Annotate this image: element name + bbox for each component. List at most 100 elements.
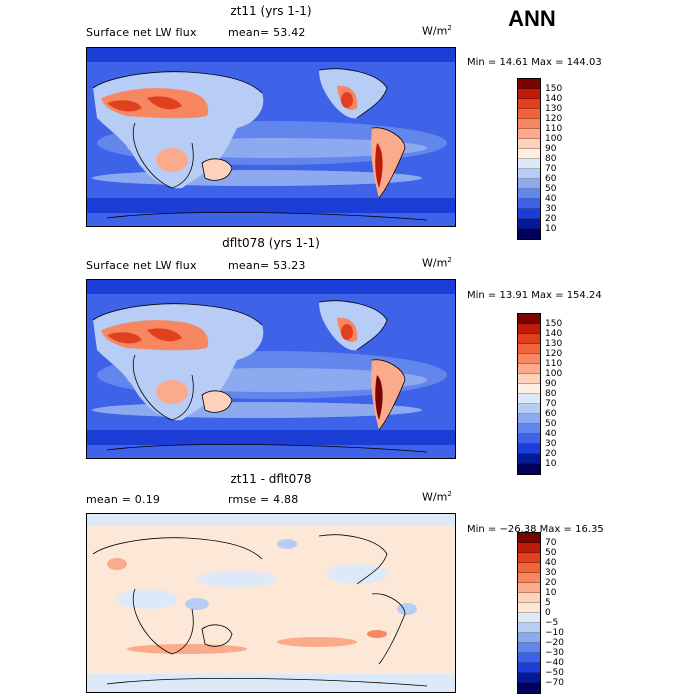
colorbar-level-label: 50 bbox=[545, 419, 557, 429]
colorbar-swatch bbox=[518, 643, 540, 653]
colorbar-level-label: 70 bbox=[545, 538, 557, 548]
colorbar-level-label: −5 bbox=[545, 618, 559, 628]
colorbar-swatch bbox=[518, 189, 540, 199]
panel1-mean: mean= 53.42 bbox=[228, 26, 306, 39]
colorbar-level-label: 40 bbox=[545, 194, 557, 204]
colorbar-swatch bbox=[518, 533, 540, 543]
colorbar-level-label: 140 bbox=[545, 94, 563, 104]
colorbar-level-label: 40 bbox=[545, 429, 557, 439]
colorbar-level-label: 20 bbox=[545, 449, 557, 459]
colorbar-level-label: 140 bbox=[545, 329, 563, 339]
colorbar-swatch bbox=[518, 563, 540, 573]
colorbar-level-label: 120 bbox=[545, 349, 563, 359]
colorbar-swatch bbox=[518, 219, 540, 229]
colorbar-swatch bbox=[518, 623, 540, 633]
colorbar-level-label: 150 bbox=[545, 84, 563, 94]
colorbar-level-label: 110 bbox=[545, 124, 563, 134]
colorbar-swatch bbox=[518, 663, 540, 673]
panel3-units: W/m2 bbox=[422, 490, 452, 504]
colorbar-swatch bbox=[518, 159, 540, 169]
colorbar-level-label: 150 bbox=[545, 319, 563, 329]
colorbar-swatch bbox=[518, 364, 540, 374]
panel3-colorbar-labels: 70 50 40 30 20 10 5 0 −5 −10 −20 −30 −40 −50 −70 bbox=[545, 538, 564, 688]
season-label: ANN bbox=[508, 6, 556, 31]
colorbar-swatch bbox=[518, 119, 540, 129]
colorbar-swatch bbox=[518, 129, 540, 139]
colorbar-swatch bbox=[518, 229, 540, 239]
colorbar-level-label: 0 bbox=[545, 608, 551, 618]
colorbar-swatch bbox=[518, 169, 540, 179]
colorbar-level-label: 10 bbox=[545, 224, 557, 234]
colorbar-level-label: 40 bbox=[545, 558, 557, 568]
panel1-minmax: Min = 14.61 Max = 144.03 bbox=[467, 57, 602, 68]
colorbar-swatch bbox=[518, 314, 540, 324]
colorbar-swatch bbox=[518, 139, 540, 149]
panel1-colorbar bbox=[517, 78, 541, 240]
colorbar-level-label: 5 bbox=[545, 598, 551, 608]
panel2-map bbox=[86, 279, 456, 459]
panel2-units: W/m2 bbox=[422, 256, 452, 270]
colorbar-swatch bbox=[518, 404, 540, 414]
colorbar-swatch bbox=[518, 414, 540, 424]
panel3-minmax: Min = −26.38 Max = 16.35 bbox=[467, 524, 604, 535]
colorbar-level-label: 80 bbox=[545, 154, 557, 164]
colorbar-level-label: 80 bbox=[545, 389, 557, 399]
panel2-variable: Surface net LW flux bbox=[86, 259, 197, 272]
panel1-title: zt11 (yrs 1-1) bbox=[230, 4, 312, 18]
colorbar-swatch bbox=[518, 179, 540, 189]
colorbar-level-label: 20 bbox=[545, 214, 557, 224]
colorbar-swatch bbox=[518, 79, 540, 89]
panel2-colorbar-labels: 150 140 130 120 110 100 90 80 70 60 50 40 30 20 10 bbox=[545, 319, 562, 469]
colorbar-swatch bbox=[518, 394, 540, 404]
colorbar-level-label: 70 bbox=[545, 164, 557, 174]
colorbar-swatch bbox=[518, 199, 540, 209]
colorbar-swatch bbox=[518, 573, 540, 583]
panel1-variable: Surface net LW flux bbox=[86, 26, 197, 39]
colorbar-level-label: 20 bbox=[545, 578, 557, 588]
colorbar-swatch bbox=[518, 454, 540, 464]
panel2-minmax: Min = 13.91 Max = 154.24 bbox=[467, 290, 602, 301]
colorbar-swatch bbox=[518, 653, 540, 663]
panel2-title: dflt078 (yrs 1-1) bbox=[222, 236, 320, 250]
colorbar-level-label: 120 bbox=[545, 114, 563, 124]
panel1-units: W/m2 bbox=[422, 24, 452, 38]
colorbar-level-label: 30 bbox=[545, 568, 557, 578]
colorbar-level-label: 30 bbox=[545, 439, 557, 449]
colorbar-swatch bbox=[518, 354, 540, 364]
panel1-map bbox=[86, 47, 456, 227]
colorbar-level-label: 10 bbox=[545, 459, 557, 469]
colorbar-swatch bbox=[518, 89, 540, 99]
colorbar-swatch bbox=[518, 149, 540, 159]
colorbar-level-label: 60 bbox=[545, 409, 557, 419]
panel3-mean: mean = 0.19 bbox=[86, 493, 161, 506]
colorbar-level-label: −50 bbox=[545, 668, 564, 678]
colorbar-swatch bbox=[518, 593, 540, 603]
colorbar-swatch bbox=[518, 384, 540, 394]
colorbar-swatch bbox=[518, 434, 540, 444]
colorbar-level-label: −70 bbox=[545, 678, 564, 688]
colorbar-swatch bbox=[518, 324, 540, 334]
colorbar-swatch bbox=[518, 209, 540, 219]
colorbar-swatch bbox=[518, 603, 540, 613]
colorbar-level-label: 70 bbox=[545, 399, 557, 409]
colorbar-swatch bbox=[518, 424, 540, 434]
colorbar-level-label: 130 bbox=[545, 104, 563, 114]
colorbar-swatch bbox=[518, 633, 540, 643]
colorbar-level-label: −40 bbox=[545, 658, 564, 668]
colorbar-level-label: −30 bbox=[545, 648, 564, 658]
colorbar-swatch bbox=[518, 109, 540, 119]
colorbar-swatch bbox=[518, 613, 540, 623]
panel3-map bbox=[86, 513, 456, 693]
colorbar-level-label: 110 bbox=[545, 359, 563, 369]
colorbar-swatch bbox=[518, 99, 540, 109]
colorbar-level-label: 90 bbox=[545, 144, 557, 154]
panel3-title: zt11 - dflt078 bbox=[230, 472, 312, 486]
panel3-rmse: rmse = 4.88 bbox=[228, 493, 299, 506]
colorbar-level-label: 60 bbox=[545, 174, 557, 184]
colorbar-swatch bbox=[518, 334, 540, 344]
colorbar-level-label: 30 bbox=[545, 204, 557, 214]
colorbar-swatch bbox=[518, 444, 540, 454]
colorbar-swatch bbox=[518, 344, 540, 354]
colorbar-swatch bbox=[518, 374, 540, 384]
colorbar-level-label: 50 bbox=[545, 184, 557, 194]
